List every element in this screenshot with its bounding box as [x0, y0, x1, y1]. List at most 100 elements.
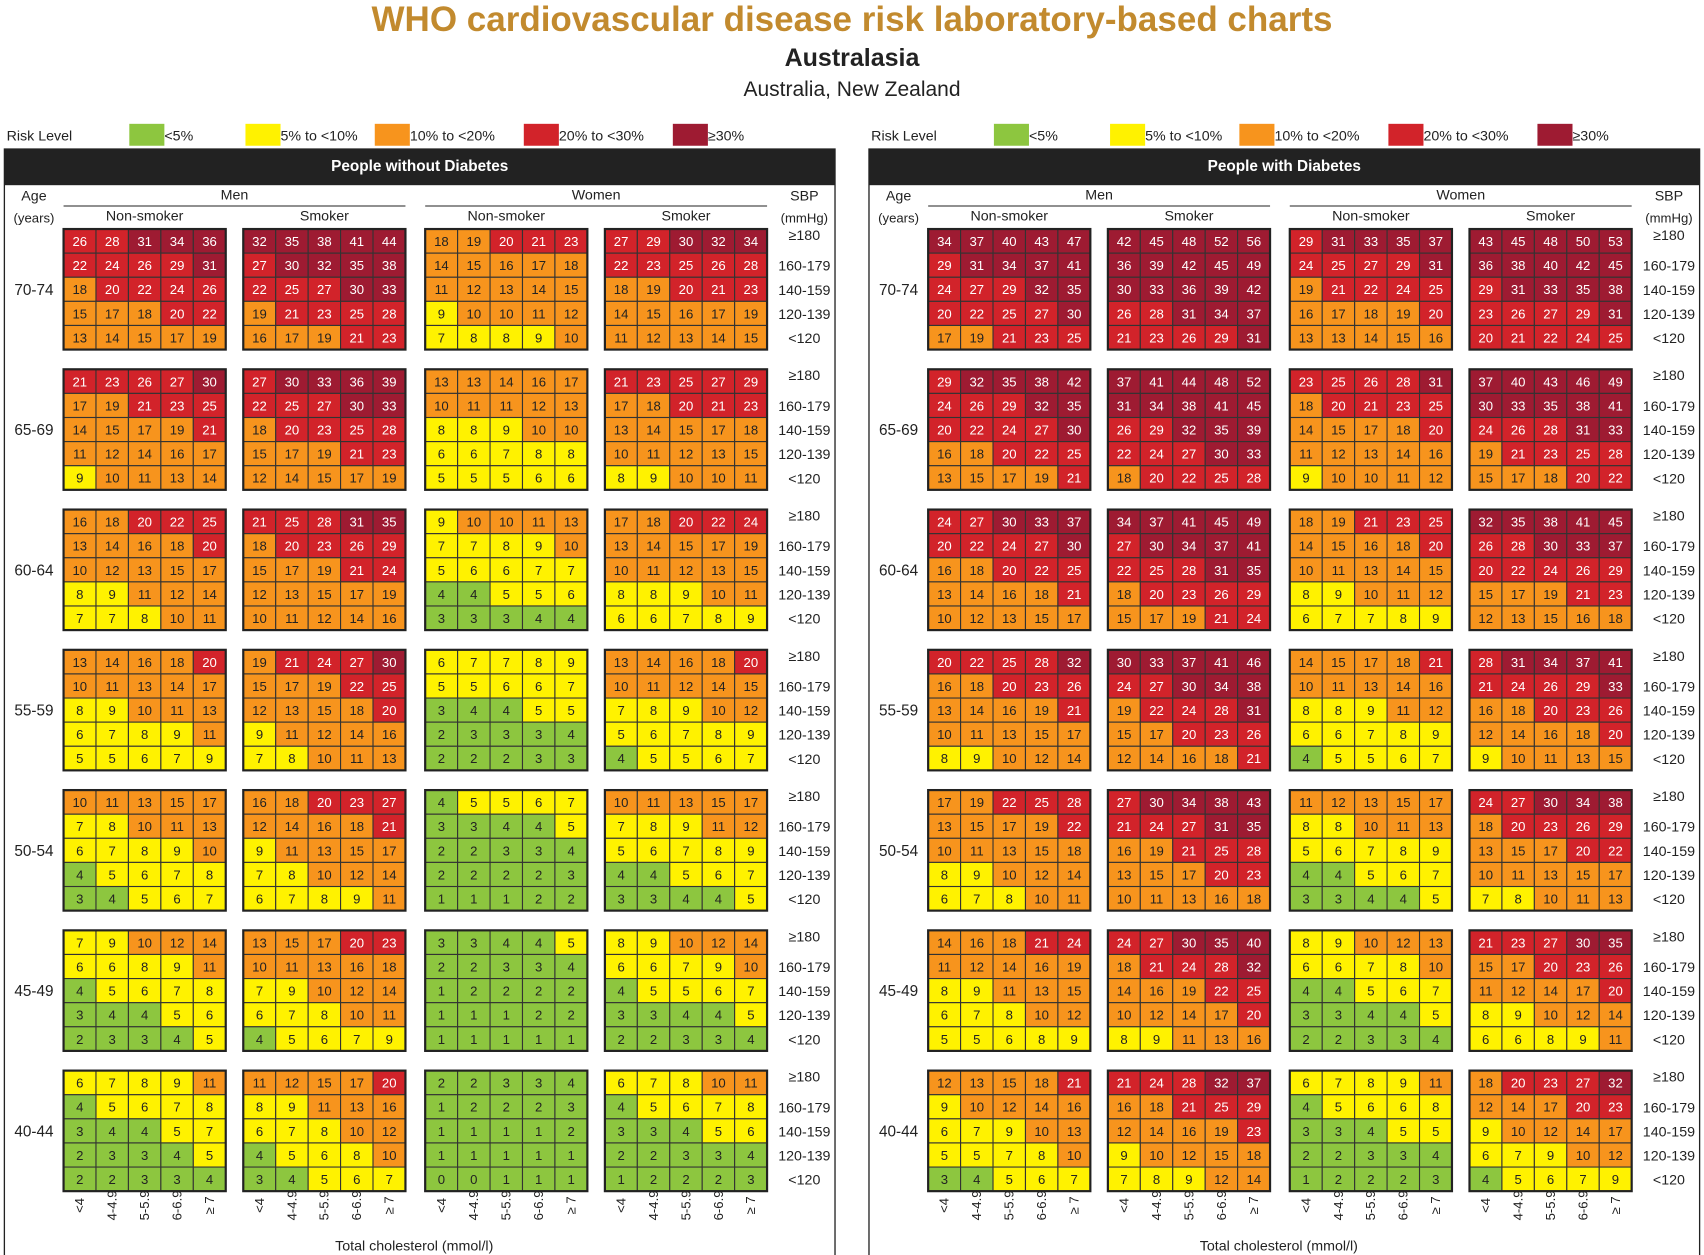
risk-value: 30	[1149, 795, 1164, 810]
risk-value: 3	[1302, 1008, 1309, 1023]
risk-value: 5	[109, 751, 116, 766]
risk-value: 8	[1335, 703, 1342, 718]
risk-value: 43	[1478, 234, 1493, 249]
risk-value: 11	[138, 471, 152, 486]
risk-value: 49	[1247, 515, 1262, 530]
risk-value: 6	[1367, 1100, 1374, 1115]
risk-value: 35	[382, 515, 397, 530]
risk-value: 9	[747, 611, 754, 626]
risk-cell	[669, 509, 703, 535]
risk-value: 24	[1576, 330, 1591, 345]
risk-value: 26	[1608, 703, 1623, 718]
risk-value: 7	[173, 751, 180, 766]
risk-value: 3	[1302, 1124, 1309, 1139]
risk-value: 4	[535, 819, 542, 834]
risk-value: 21	[1067, 1076, 1082, 1091]
risk-cell	[701, 745, 736, 771]
risk-value: 35	[1247, 819, 1262, 834]
risk-value: 3	[682, 1032, 689, 1047]
risk-value: 2	[535, 892, 542, 907]
risk-cell	[95, 673, 129, 699]
risk-value: 7	[76, 935, 83, 950]
risk-value: 7	[1482, 892, 1489, 907]
risk-value: 24	[937, 515, 952, 530]
risk-value: 5	[1400, 1124, 1407, 1139]
risk-cell	[701, 789, 736, 815]
risk-value: 19	[1396, 306, 1411, 321]
risk-value: 8	[288, 751, 295, 766]
risk-cell	[160, 929, 194, 956]
risk-value: 5	[747, 1008, 754, 1023]
risk-value: 14	[1149, 751, 1164, 766]
risk-cell	[1024, 953, 1059, 980]
risk-cell	[489, 1026, 524, 1052]
risk-value: 20	[1428, 306, 1443, 321]
risk-value: 20	[1478, 563, 1493, 578]
risk-value: 22	[1214, 984, 1229, 999]
risk-cell	[340, 465, 374, 491]
risk-value: 5	[1367, 984, 1374, 999]
risk-cell	[457, 978, 491, 1004]
risk-value: 1	[535, 1148, 542, 1163]
risk-value: 6	[141, 751, 148, 766]
risk-value: 23	[317, 306, 332, 321]
risk-cell	[604, 861, 638, 888]
risk-value: 23	[744, 398, 759, 413]
risk-value: 23	[1608, 587, 1623, 602]
risk-value: 7	[386, 1172, 393, 1187]
risk-cell	[372, 605, 407, 631]
risk-value: 2	[1335, 1032, 1342, 1047]
risk-cell	[307, 861, 342, 888]
risk-value: 9	[715, 959, 722, 974]
risk-value: 12	[970, 959, 985, 974]
risk-value: 1	[1302, 1172, 1309, 1187]
risk-value: 17	[382, 843, 397, 858]
risk-value: 2	[1302, 1032, 1309, 1047]
risk-value: 19	[105, 398, 120, 413]
risk-value: 16	[1247, 1032, 1262, 1047]
sbp-label: 120-139	[1643, 1008, 1695, 1024]
risk-value: 13	[1428, 935, 1443, 950]
risk-value: 21	[285, 306, 300, 321]
risk-cell	[457, 1002, 491, 1028]
cholesterol-tick: 4-4.9	[284, 1190, 299, 1220]
risk-value: 31	[1511, 282, 1526, 297]
risk-value: 17	[1543, 843, 1558, 858]
risk-value: 8	[567, 447, 574, 462]
risk-value: 10	[1002, 751, 1017, 766]
risk-value: 14	[1299, 422, 1314, 437]
risk-value: 4	[1367, 1124, 1374, 1139]
risk-value: 18	[349, 819, 364, 834]
risk-value: 2	[503, 984, 510, 999]
risk-value: 18	[970, 679, 985, 694]
risk-value: 2	[650, 1172, 657, 1187]
risk-value: 5	[567, 819, 574, 834]
risk-value: 20	[1576, 1100, 1591, 1115]
risk-value: 18	[646, 515, 661, 530]
risk-value: 13	[1428, 819, 1443, 834]
risk-value: 5	[650, 984, 657, 999]
risk-value: 9	[567, 655, 574, 670]
risk-cell	[127, 673, 162, 699]
risk-value: 17	[105, 306, 120, 321]
risk-value: 1	[535, 1124, 542, 1139]
risk-value: 20	[1543, 959, 1558, 974]
risk-value: 4	[617, 867, 624, 882]
risk-cell	[636, 861, 671, 888]
risk-value: 10	[1576, 1148, 1591, 1163]
risk-cell	[340, 1026, 374, 1052]
risk-value: 20	[1214, 867, 1229, 882]
cholesterol-tick: 5-5.9	[678, 1190, 693, 1220]
risk-value: 22	[137, 282, 152, 297]
risk-value: 7	[109, 843, 116, 858]
risk-value: 14	[1149, 1124, 1164, 1139]
risk-value: 4	[1335, 867, 1342, 882]
risk-value: 12	[1428, 587, 1443, 602]
risk-value: 13	[1182, 892, 1197, 907]
risk-value: 15	[1543, 611, 1558, 626]
risk-value: 29	[1002, 282, 1017, 297]
risk-value: 11	[203, 959, 217, 974]
risk-value: 13	[1002, 727, 1017, 742]
risk-value: 6	[650, 959, 657, 974]
risk-value: 21	[1067, 587, 1082, 602]
